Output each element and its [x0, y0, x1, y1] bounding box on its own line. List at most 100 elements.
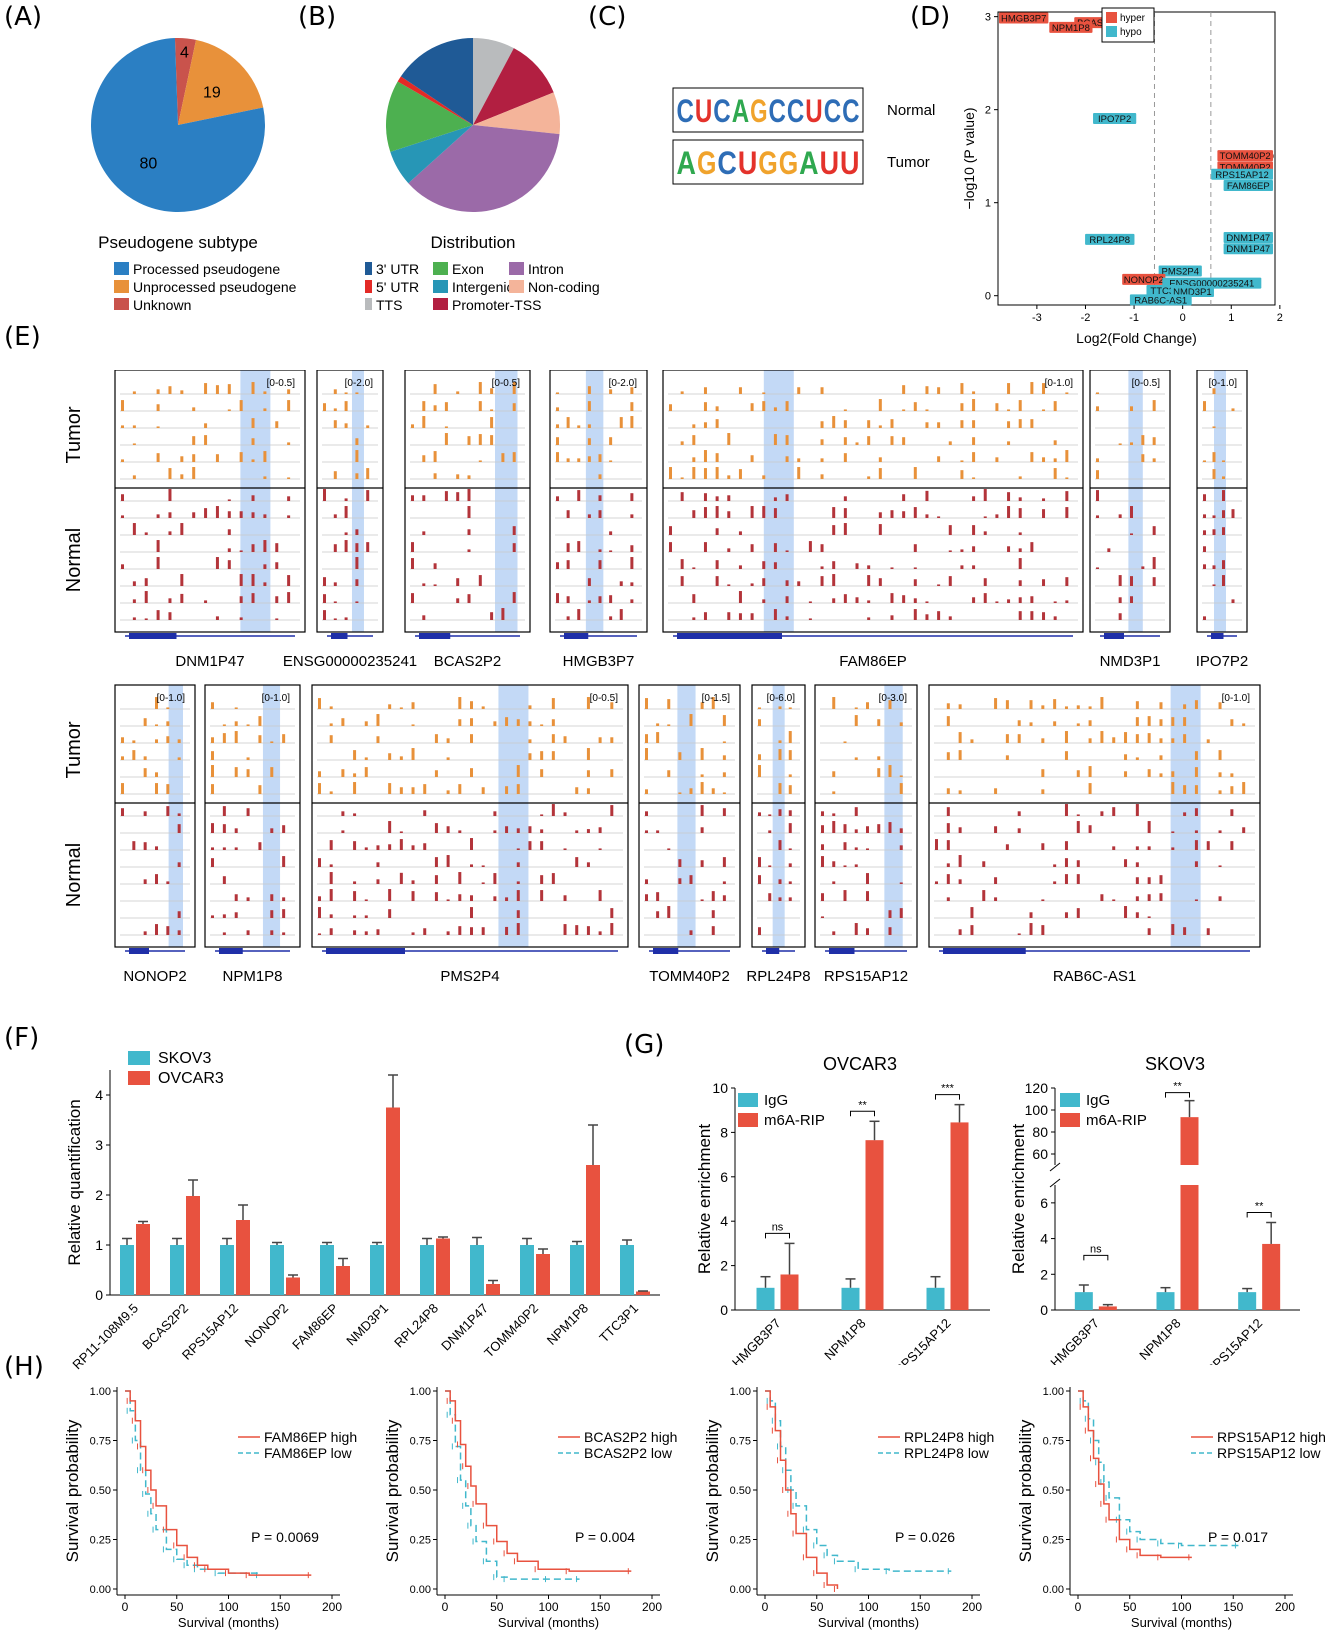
signal-bar — [481, 865, 485, 867]
panel-label-g: (G) — [624, 1030, 665, 1060]
signal-bar — [1141, 435, 1145, 445]
signal-bar — [808, 601, 812, 603]
track-range: [0-2.0] — [609, 378, 638, 389]
signal-bar — [329, 889, 333, 901]
signal-bar — [586, 926, 590, 935]
x-tick-label: 100 — [538, 1600, 558, 1614]
track-range: [0-6.0] — [767, 693, 796, 704]
signal-bar — [587, 600, 591, 603]
signal-bar — [493, 811, 497, 816]
signal-bar — [446, 826, 450, 833]
point-label-box — [1158, 265, 1202, 277]
x-tick-label: 100 — [218, 1600, 238, 1614]
signal-bar — [645, 698, 648, 709]
signal-bar — [556, 407, 559, 411]
signal-bar — [669, 526, 672, 535]
signal-bar — [1118, 597, 1122, 603]
signal-bar — [738, 613, 742, 620]
signal-bar — [1076, 874, 1080, 884]
signal-bar — [1159, 755, 1163, 760]
signal-bar — [132, 841, 136, 850]
signal-bar — [211, 823, 214, 833]
signal-bar — [1041, 705, 1045, 709]
signal-bar — [630, 387, 634, 394]
signal-bar — [630, 416, 634, 428]
signal-bar — [143, 718, 147, 726]
signal-bar — [1076, 814, 1080, 816]
signal-bar — [556, 452, 559, 462]
signal-bar — [1194, 840, 1198, 850]
signal-bar — [1231, 408, 1235, 411]
chart-d-volcano: -3 -2 -1 0 1 2 0 1 2 3 Log2(Fold Change) −log10 (P … — [961, 7, 1283, 346]
signal-bar — [144, 532, 148, 535]
signal-bar — [1203, 460, 1206, 462]
signal-bar — [1053, 601, 1057, 603]
signal-bar — [1141, 566, 1145, 569]
bar — [286, 1277, 300, 1295]
signal-bar — [888, 700, 892, 709]
signal-bar — [630, 402, 634, 411]
signal-bar — [890, 419, 894, 428]
signal-bar — [353, 773, 357, 777]
gene-model-exon — [331, 633, 348, 639]
pie-slice-3--utr — [400, 38, 473, 125]
signal-bar — [727, 433, 731, 445]
signal-bar — [239, 596, 243, 603]
signal-bar — [234, 828, 238, 833]
signal-bar — [762, 506, 766, 518]
signal-bar — [995, 457, 999, 462]
signal-bar — [972, 525, 976, 535]
signal-bar — [899, 783, 903, 794]
signal-bar — [1194, 700, 1198, 709]
motif-letter: C — [787, 93, 804, 129]
signal-bar — [516, 828, 520, 833]
signal-bar — [399, 756, 403, 760]
signal-bar — [575, 830, 579, 833]
signal-bar — [458, 926, 462, 935]
pie-slice-processed-pseudogene — [91, 38, 265, 212]
signal-bar — [1147, 716, 1151, 726]
signal-bar — [1171, 738, 1175, 743]
signal-bar — [610, 923, 614, 935]
y-tick-label: 0.25 — [410, 1535, 431, 1547]
signal-bar — [458, 697, 462, 709]
signal-bar — [422, 495, 426, 501]
pie-slice-unprocessed-pseudogene — [178, 39, 264, 125]
signal-bar — [156, 557, 160, 569]
signal-bar — [925, 422, 929, 428]
track-range: [0-2.0] — [345, 378, 374, 389]
km-curve-low — [1078, 1390, 1239, 1547]
signal-bar — [287, 400, 291, 411]
signal-bar — [1018, 508, 1022, 518]
track-nmd3p1: [0-0.5] NMD3P1 — [1089, 370, 1171, 670]
signal-bar — [913, 467, 917, 479]
track-ipo7p2: [0-1.0] IPO7P2 — [1196, 370, 1248, 670]
signal-bar — [1212, 565, 1216, 569]
signal-bar — [516, 923, 520, 935]
signal-bar — [878, 468, 882, 479]
y-tick-label: 4 — [720, 1213, 728, 1229]
x-tick-label: 100 — [1171, 1600, 1191, 1614]
signal-bar — [821, 856, 824, 867]
legend-swatch — [738, 1113, 758, 1127]
signal-bar — [983, 593, 987, 603]
gene-name: DNM1P47 — [175, 653, 244, 670]
signal-bar — [1218, 896, 1222, 901]
signal-bar — [399, 707, 403, 709]
signal-bar — [478, 382, 482, 394]
y-tick-label: 2 — [1040, 1266, 1048, 1282]
km-curve-low — [765, 1390, 952, 1572]
signal-bar — [1183, 812, 1187, 816]
y-tick-label: 0.00 — [410, 1584, 431, 1596]
signal-bar — [444, 491, 448, 501]
signal-bar — [692, 510, 696, 518]
signal-bar — [678, 792, 682, 794]
legend-swatch — [114, 262, 129, 275]
bar — [865, 1140, 884, 1310]
chart-a-pie: 4 19 80 Pseudogene subtype Processed pseudog… — [91, 38, 297, 310]
signal-bar — [1007, 383, 1011, 394]
signal-bar — [411, 845, 415, 850]
signal-bar — [1029, 923, 1033, 935]
signal-bar — [832, 574, 836, 586]
signal-bar — [1007, 441, 1011, 445]
